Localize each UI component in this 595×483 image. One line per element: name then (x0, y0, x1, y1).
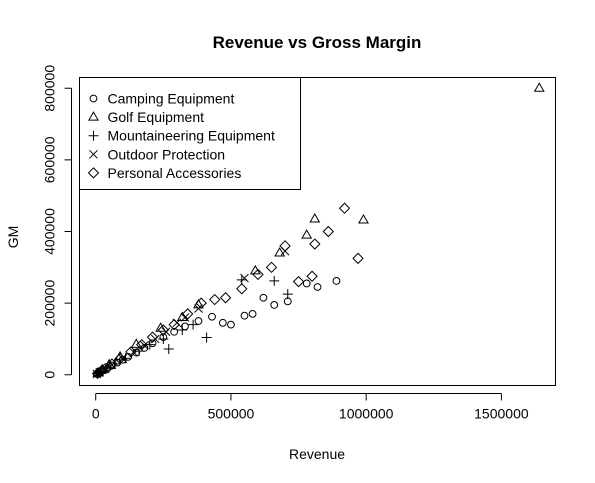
data-point (129, 347, 138, 357)
data-point (274, 246, 286, 257)
legend-label: Mountaineering Equipment (108, 128, 275, 144)
data-point (180, 313, 190, 322)
data-point (306, 270, 318, 282)
data-point (140, 343, 149, 352)
data-point (279, 240, 291, 252)
data-point (135, 338, 148, 351)
data-point (302, 279, 311, 288)
legend-label: Camping Equipment (108, 91, 235, 107)
legend-label: Golf Equipment (108, 109, 205, 125)
x-axis-label: Revenue (289, 446, 345, 462)
data-point (157, 324, 170, 336)
data-point (313, 283, 322, 291)
data-points (91, 82, 545, 380)
data-point (352, 252, 364, 265)
x-tick-label: 1000000 (339, 406, 394, 422)
data-point (209, 293, 221, 306)
legend-label: Outdoor Protection (108, 146, 226, 162)
y-tick-label: 400000 (42, 208, 58, 255)
data-point (240, 311, 249, 320)
legend-marker (89, 149, 98, 159)
data-point (282, 289, 293, 300)
data-point (195, 297, 207, 309)
data-point (218, 318, 227, 327)
data-point (155, 322, 167, 332)
data-point (201, 332, 212, 343)
legend-marker (88, 130, 99, 141)
data-point (181, 308, 194, 320)
data-point (309, 212, 321, 223)
legend-marker (87, 167, 100, 179)
y-axis-label: GM (5, 226, 21, 249)
chart-title: Revenue vs Gross Margin (213, 33, 422, 52)
data-point (170, 327, 179, 336)
data-point (265, 261, 278, 274)
data-point (148, 339, 157, 348)
data-point (227, 320, 235, 329)
data-point (248, 309, 257, 318)
data-point (106, 358, 118, 370)
x-axis: 0 500000 1000000 1500000 (92, 393, 529, 422)
data-point (309, 238, 321, 250)
x-tick-label: 0 (92, 406, 100, 422)
series-personal-accessories (91, 202, 364, 380)
data-point (322, 225, 335, 238)
y-tick-label: 0 (42, 371, 58, 379)
data-point (270, 301, 279, 309)
data-point (208, 312, 216, 321)
series-camping-equipment (93, 277, 341, 378)
data-point (358, 214, 369, 224)
data-point (533, 82, 545, 92)
legend-marker (88, 111, 99, 121)
data-point (301, 229, 313, 239)
data-point (177, 324, 188, 335)
data-point (259, 293, 268, 302)
data-point (194, 317, 203, 325)
legend-label: Personal Accessories (108, 165, 242, 181)
data-point (146, 331, 159, 343)
data-point (163, 343, 174, 354)
data-point (94, 365, 107, 378)
data-point (219, 292, 232, 304)
data-point (269, 275, 280, 286)
data-point (236, 283, 248, 295)
data-point (292, 275, 305, 288)
legend-marker (89, 94, 98, 103)
y-tick-label: 600000 (42, 136, 58, 183)
plot-frame (79, 77, 556, 386)
data-point (118, 354, 128, 363)
data-point (130, 338, 142, 348)
data-point (252, 268, 264, 281)
x-tick-label: 1500000 (474, 406, 529, 422)
data-point (194, 304, 203, 313)
y-tick-label: 200000 (42, 280, 58, 327)
data-point (125, 346, 137, 358)
legend-box (79, 77, 301, 190)
data-point (338, 202, 351, 214)
data-point (332, 277, 341, 285)
data-point (168, 318, 180, 331)
y-tick-label: 800000 (42, 65, 58, 112)
data-point (188, 319, 199, 330)
x-tick-label: 500000 (208, 406, 255, 422)
data-point (140, 341, 149, 350)
y-axis: 0 200000 400000 600000 800000 (42, 65, 72, 379)
data-point (240, 273, 249, 283)
data-point (99, 362, 111, 375)
data-point (91, 367, 104, 380)
legend: Camping Equipment Golf Equipment Mountaine… (79, 77, 301, 190)
data-point (114, 352, 126, 365)
